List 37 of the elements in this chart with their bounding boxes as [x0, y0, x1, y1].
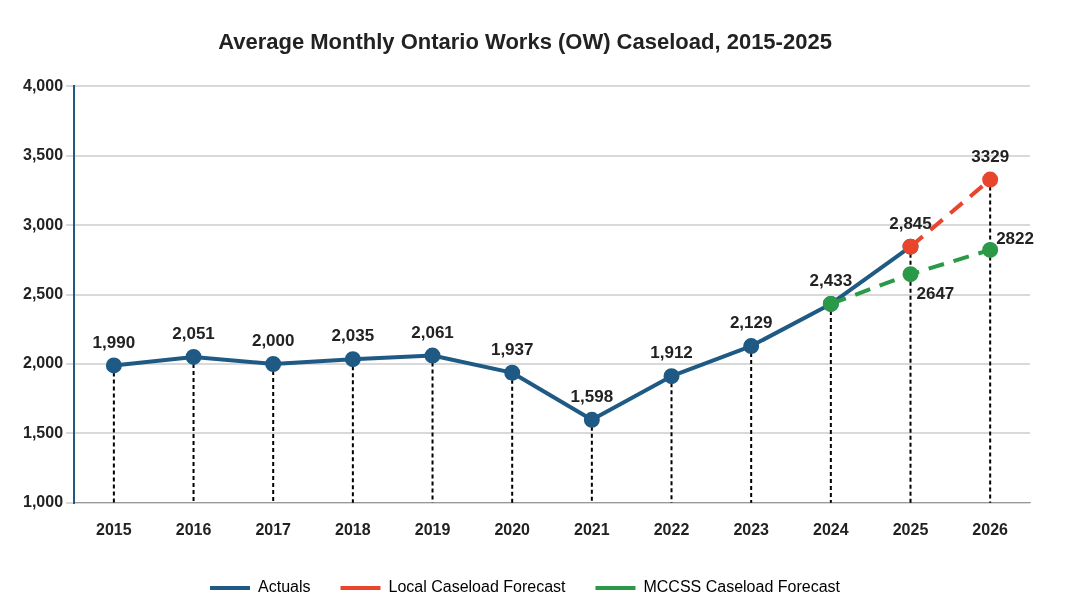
x-tick-label: 2015	[96, 520, 132, 538]
x-tick-label: 2016	[175, 520, 212, 538]
x-tick-label: 2018	[335, 520, 371, 538]
data-label: 1,990	[92, 332, 136, 352]
data-label: 1,937	[490, 339, 534, 359]
y-tick-label: 4,000	[22, 76, 64, 94]
legend-label: MCCSS Caseload Forecast	[643, 578, 841, 596]
legend-label: Actuals	[258, 578, 311, 596]
chart-title: Average Monthly Ontario Works (OW) Caseload, 2015-2025	[218, 29, 832, 55]
y-tick-label: 2,000	[22, 354, 64, 372]
data-label: 2,061	[411, 322, 454, 342]
data-label: 2647	[916, 284, 955, 304]
x-tick-label: 2024	[813, 520, 849, 538]
y-tick-label: 1,500	[22, 423, 64, 441]
x-tick-label: 2023	[733, 520, 770, 538]
y-tick-label: 2,500	[22, 285, 64, 303]
y-tick-label: 1,000	[22, 493, 64, 511]
data-label: 3329	[971, 146, 1010, 166]
y-tick-label: 3,000	[22, 215, 64, 233]
y-tick-label: 3,500	[22, 146, 64, 164]
data-label: 1,598	[570, 386, 614, 406]
data-label: 2,433	[809, 271, 853, 291]
data-label: 2,845	[889, 213, 932, 233]
data-label: 2,035	[331, 326, 375, 346]
data-label: 2,000	[251, 331, 295, 351]
data-label: 2,051	[172, 324, 215, 344]
x-tick-label: 2020	[494, 520, 531, 538]
data-label: 2822	[996, 229, 1034, 249]
x-tick-label: 2019	[414, 520, 451, 538]
x-tick-label: 2025	[892, 520, 929, 538]
x-tick-label: 2017	[255, 520, 292, 538]
data-label: 1,912	[650, 343, 693, 363]
x-tick-label: 2021	[574, 520, 610, 538]
x-tick-label: 2022	[653, 520, 690, 538]
legend-label: Local Caseload Forecast	[388, 578, 567, 596]
x-tick-label: 2026	[972, 520, 1009, 538]
data-label: 2,129	[729, 313, 773, 333]
